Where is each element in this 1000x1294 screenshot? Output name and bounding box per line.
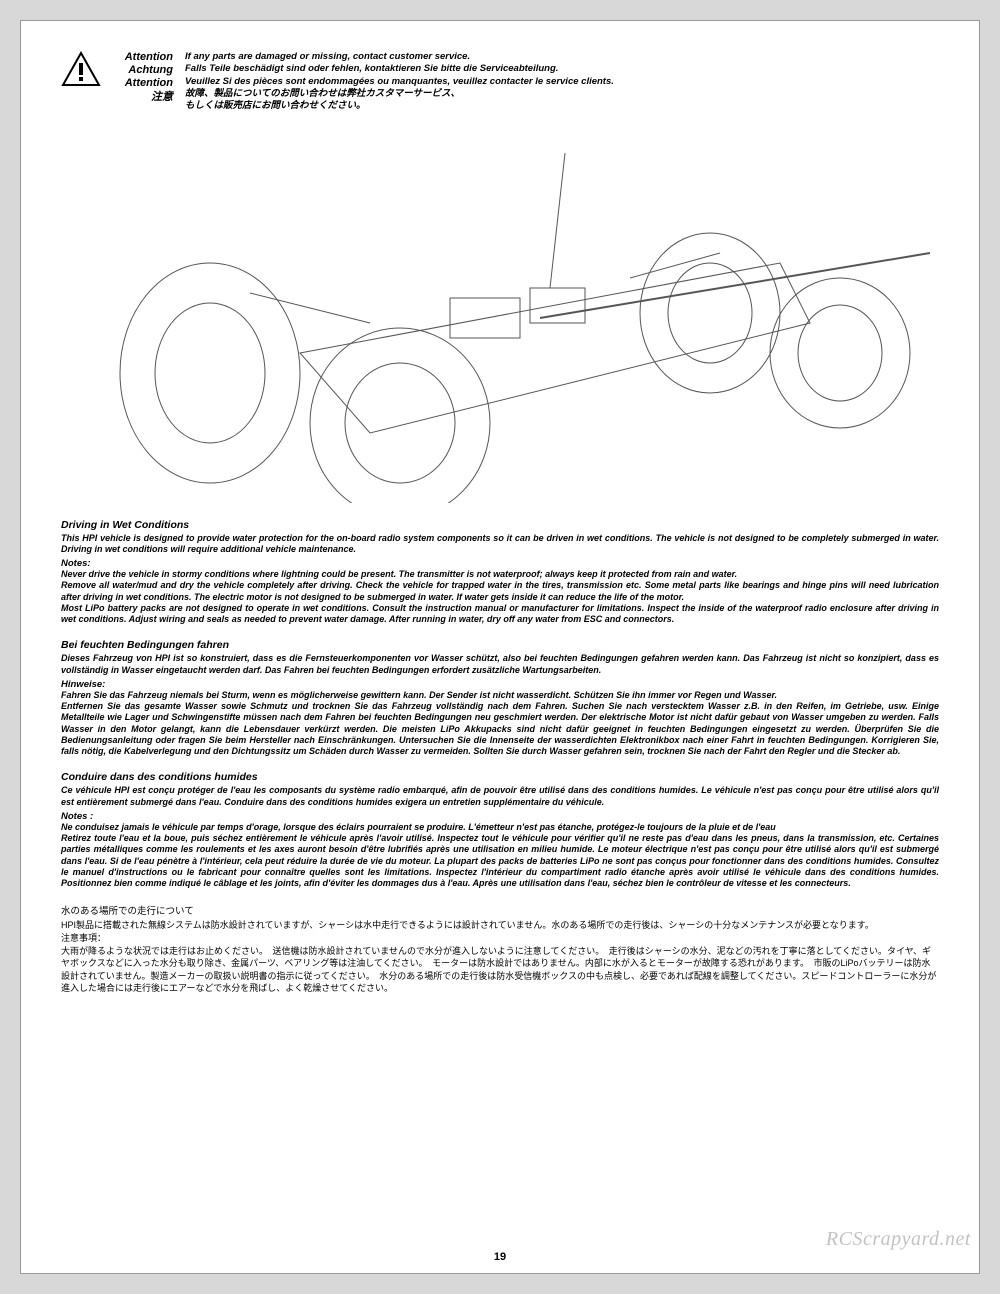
section-body-fr: Ce véhicule HPI est conçu protéger de l'… (61, 785, 939, 808)
notes-label-jp: 注意事項： (61, 932, 939, 945)
section-body-en: This HPI vehicle is designed to provide … (61, 533, 939, 556)
attention-callout: Attention Achtung Attention 注意 If any pa… (61, 51, 939, 113)
notes-label-fr: Notes : (61, 811, 939, 822)
section-body-de: Dieses Fahrzeug von HPI ist so konstruie… (61, 653, 939, 676)
warning-triangle-icon (61, 51, 101, 87)
note-de: Entfernen Sie das gesamte Wasser sowie S… (61, 701, 939, 757)
attention-line: もしくは販売店にお問い合わせください。 (185, 100, 614, 112)
chassis-diagram (61, 123, 939, 503)
page-number: 19 (494, 1251, 506, 1263)
note-jp: 大雨が降るような状況では走行はお止めください。 送信機は防水設計されていませんの… (61, 945, 939, 995)
attention-label-de: Achtung (113, 64, 173, 77)
section-de: Bei feuchten Bedingungen fahren Dieses F… (61, 639, 939, 757)
attention-line: Falls Teile beschädigt sind oder fehlen,… (185, 63, 614, 75)
section-title-fr: Conduire dans des conditions humides (61, 771, 939, 783)
section-body-jp: HPI製品に搭載された無線システムは防水設計されていますが、シャーシは水中走行で… (61, 919, 939, 932)
attention-label-fr: Attention (113, 77, 173, 90)
attention-line: 故障、製品についてのお問い合わせは弊社カスタマーサービス、 (185, 88, 614, 100)
attention-labels: Attention Achtung Attention 注意 (113, 51, 173, 104)
attention-label-en: Attention (113, 51, 173, 64)
attention-line: Veuillez Si des pièces sont endommagées … (185, 76, 614, 88)
note-en: Remove all water/mud and dry the vehicle… (61, 580, 939, 603)
attention-line: If any parts are damaged or missing, con… (185, 51, 614, 63)
section-title-de: Bei feuchten Bedingungen fahren (61, 639, 939, 651)
note-en: Never drive the vehicle in stormy condit… (61, 569, 939, 580)
attention-label-jp: 注意 (113, 91, 173, 104)
section-jp: 水のある場所での走行について HPI製品に搭載された無線システムは防水設計されて… (61, 903, 939, 995)
note-de: Fahren Sie das Fahrzeug niemals bei Stur… (61, 690, 939, 701)
section-en: Driving in Wet Conditions This HPI vehic… (61, 519, 939, 626)
notes-label-en: Notes: (61, 558, 939, 569)
notes-label-de: Hinweise: (61, 679, 939, 690)
manual-page: Attention Achtung Attention 注意 If any pa… (20, 20, 980, 1274)
note-fr: Ne conduisez jamais le véhicule par temp… (61, 822, 939, 833)
note-fr: Retirez toute l'eau et la boue, puis séc… (61, 833, 939, 889)
section-fr: Conduire dans des conditions humides Ce … (61, 771, 939, 889)
section-title-jp: 水のある場所での走行について (61, 903, 939, 917)
attention-text: If any parts are damaged or missing, con… (185, 51, 614, 113)
watermark: RCScrapyard.net (826, 1228, 971, 1251)
section-title-en: Driving in Wet Conditions (61, 519, 939, 531)
note-en: Most LiPo battery packs are not designed… (61, 603, 939, 626)
